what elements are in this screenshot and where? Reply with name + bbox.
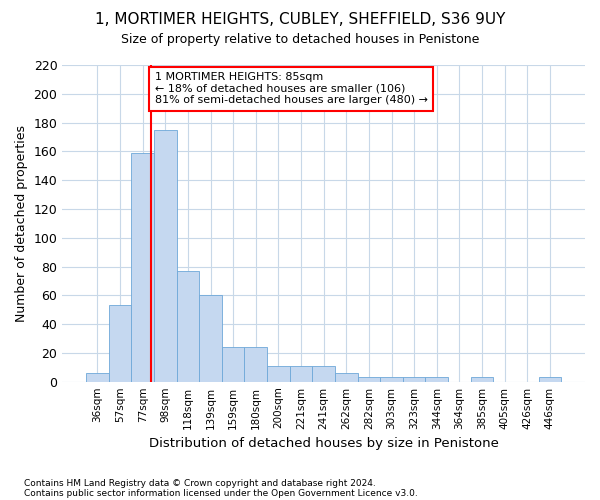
Text: 1 MORTIMER HEIGHTS: 85sqm
← 18% of detached houses are smaller (106)
81% of semi: 1 MORTIMER HEIGHTS: 85sqm ← 18% of detac…: [155, 72, 428, 106]
Bar: [290, 366, 313, 382]
Bar: [380, 378, 403, 382]
Bar: [154, 130, 176, 382]
Bar: [425, 378, 448, 382]
Bar: [539, 378, 561, 382]
Bar: [335, 373, 358, 382]
Bar: [267, 366, 290, 382]
Bar: [109, 306, 131, 382]
Bar: [222, 347, 244, 382]
Bar: [403, 378, 425, 382]
Text: Contains public sector information licensed under the Open Government Licence v3: Contains public sector information licen…: [24, 488, 418, 498]
Y-axis label: Number of detached properties: Number of detached properties: [15, 125, 28, 322]
Bar: [471, 378, 493, 382]
Bar: [199, 296, 222, 382]
Text: 1, MORTIMER HEIGHTS, CUBLEY, SHEFFIELD, S36 9UY: 1, MORTIMER HEIGHTS, CUBLEY, SHEFFIELD, …: [95, 12, 505, 28]
Text: Size of property relative to detached houses in Penistone: Size of property relative to detached ho…: [121, 32, 479, 46]
Bar: [131, 153, 154, 382]
Bar: [176, 271, 199, 382]
Bar: [313, 366, 335, 382]
Bar: [358, 378, 380, 382]
Bar: [86, 373, 109, 382]
X-axis label: Distribution of detached houses by size in Penistone: Distribution of detached houses by size …: [149, 437, 499, 450]
Text: Contains HM Land Registry data © Crown copyright and database right 2024.: Contains HM Land Registry data © Crown c…: [24, 478, 376, 488]
Bar: [244, 347, 267, 382]
